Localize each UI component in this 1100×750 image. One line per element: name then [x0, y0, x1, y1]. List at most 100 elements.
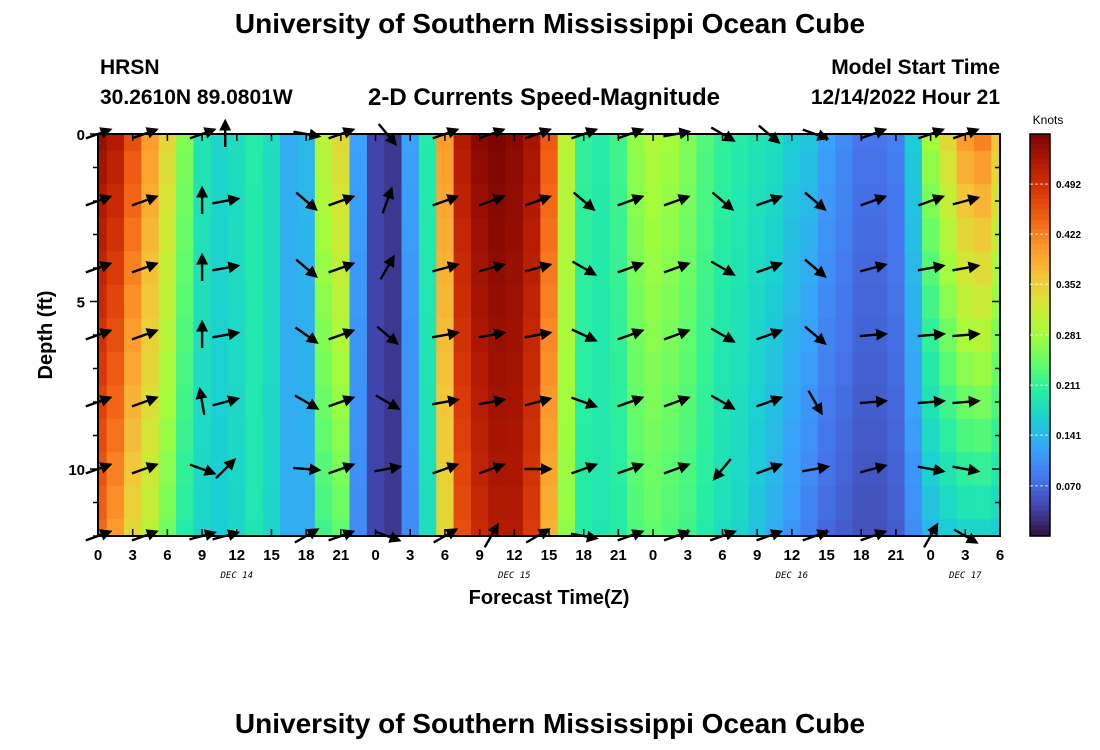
heatmap-cell: [887, 351, 906, 386]
heatmap-cell: [627, 134, 646, 152]
colorbar-segment: [1030, 520, 1050, 527]
heatmap-cell: [436, 485, 455, 520]
heatmap-cell: [869, 351, 888, 386]
heatmap-cell: [522, 485, 541, 520]
heatmap-cell: [193, 284, 212, 319]
heatmap-cell: [696, 217, 715, 252]
colorbar-label: Knots: [1033, 113, 1064, 127]
colorbar-tick-label: 0.352: [1056, 280, 1081, 291]
heatmap-cell: [592, 134, 611, 152]
colorbar-segment: [1030, 254, 1050, 261]
heatmap-cell: [280, 418, 299, 453]
heatmap-cell: [887, 251, 906, 286]
heatmap-cell: [627, 217, 646, 252]
heatmap-cell: [887, 150, 906, 185]
heatmap-cell: [835, 485, 854, 520]
heatmap-cell: [904, 351, 923, 386]
x-tick-label: 3: [406, 547, 414, 564]
current-arrow: [189, 463, 217, 476]
heatmap-cell: [921, 418, 940, 453]
colorbar-segment: [1030, 209, 1050, 216]
heatmap-cell: [314, 351, 333, 386]
heatmap-cell: [505, 284, 524, 319]
heatmap-cell: [973, 251, 992, 286]
heatmap-cell: [124, 485, 142, 520]
heatmap-cell: [106, 184, 125, 219]
current-arrow: [432, 261, 460, 273]
heatmap-cell: [106, 351, 125, 386]
current-arrow: [432, 462, 460, 475]
heatmap-cell: [262, 519, 281, 536]
heatmap-cell: [228, 452, 247, 487]
heatmap-cell: [453, 217, 472, 252]
current-arrow: [859, 261, 888, 273]
heatmap-cell: [800, 418, 819, 453]
heatmap-cell: [262, 351, 281, 386]
heatmap-cell: [158, 519, 177, 536]
heatmap-cell: [124, 452, 142, 487]
heatmap-cell: [124, 150, 142, 185]
y-axis: 0 5 10: [68, 127, 1000, 537]
colorbar-segment: [1030, 179, 1050, 185]
heatmap-cell: [748, 217, 767, 252]
heatmap-cell: [505, 418, 524, 453]
x-tick-label: 18: [575, 547, 592, 564]
heatmap-cell: [158, 318, 177, 353]
heatmap-cell: [939, 485, 958, 520]
colorbar-segment: [1030, 174, 1050, 180]
heatmap-cell: [852, 134, 871, 152]
model-start-label: Model Start Time: [831, 56, 1000, 79]
x-tick-label: 12: [228, 547, 245, 564]
heatmap-cell: [713, 418, 732, 453]
heatmap-cell: [644, 519, 663, 536]
heatmap-cell: [696, 284, 715, 319]
heatmap-cell: [106, 452, 125, 487]
heatmap-cell: [488, 418, 507, 453]
heatmap-cell: [540, 150, 559, 185]
heatmap-cell: [522, 351, 541, 386]
colorbar-segment: [1030, 314, 1050, 321]
heatmap-cell: [627, 150, 646, 185]
heatmap-cell: [852, 351, 871, 386]
heatmap-cell: [748, 519, 767, 536]
heatmap-cell: [158, 452, 177, 487]
current-arrows: [85, 118, 981, 548]
current-arrow: [215, 458, 237, 480]
heatmap-cell: [436, 284, 455, 319]
current-arrow: [917, 261, 946, 274]
heatmap-cell: [800, 217, 819, 252]
heatmap-cell: [314, 318, 333, 353]
current-arrow: [801, 462, 831, 475]
heatmap-cell: [557, 385, 576, 420]
colorbar-segment: [1030, 500, 1050, 507]
current-arrow: [710, 327, 736, 343]
heatmap-cell: [800, 134, 819, 152]
x-tick-label: 21: [888, 547, 905, 564]
heatmap-cell: [557, 134, 576, 152]
heatmap-cell: [887, 284, 906, 319]
heatmap-cell: [557, 184, 576, 219]
heatmap-cell: [453, 452, 472, 487]
heatmap-cell: [401, 519, 420, 536]
heatmap-cell: [366, 284, 385, 319]
heatmap-cell: [401, 385, 420, 420]
x-tick-label: 21: [610, 547, 627, 564]
heatmap-cell: [106, 385, 125, 420]
station-coordinates: 30.2610N 89.0801W: [100, 86, 293, 109]
heatmap-cell: [349, 385, 368, 420]
colorbar-segment: [1030, 219, 1050, 226]
heatmap-cell: [349, 318, 368, 353]
heatmap-cell: [418, 418, 437, 453]
heatmap-cell: [453, 318, 472, 353]
heatmap-cell: [783, 385, 802, 420]
heatmap-cell: [644, 217, 663, 252]
heatmap-cell: [262, 485, 281, 520]
heatmap-cell: [332, 485, 351, 520]
heatmap-cell: [609, 452, 628, 487]
heatmap-cell: [956, 485, 975, 520]
heatmap-cell: [817, 251, 836, 286]
colorbar-segment: [1030, 415, 1050, 422]
heatmap-cell: [765, 134, 784, 152]
heatmap-cell: [731, 184, 750, 219]
